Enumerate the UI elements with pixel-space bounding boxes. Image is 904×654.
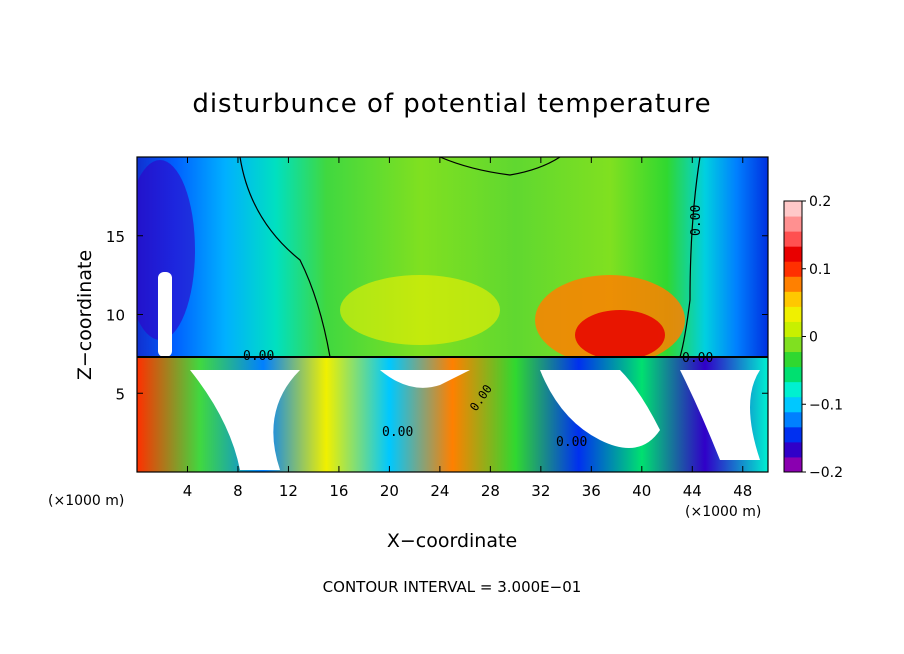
contour-interval-note: CONTOUR INTERVAL = 3.000E−01 — [323, 578, 582, 596]
x-tick-label: 36 — [582, 482, 601, 500]
yellow-region — [340, 275, 500, 345]
y-tick-label: 5 — [115, 385, 125, 403]
colorbar-segment — [784, 366, 802, 383]
colorbar-segment — [784, 231, 802, 247]
x-tick-label: 40 — [632, 482, 651, 500]
white-patch — [540, 370, 660, 448]
colorbar-segment — [784, 246, 802, 262]
contour-label: 0.00 — [556, 435, 587, 450]
colorbar-segment — [784, 396, 802, 413]
colorbar-segment — [784, 381, 802, 398]
colorbar-segment — [784, 276, 802, 292]
warm-anomaly-core — [575, 310, 665, 360]
colorbar-segment — [784, 321, 802, 337]
white-patch — [380, 370, 470, 388]
white-patch — [680, 370, 760, 460]
x-tick-label: 16 — [329, 482, 348, 500]
zero-contour — [439, 157, 561, 176]
colorbar-segment — [784, 306, 802, 322]
contour-label: 0.00 — [682, 351, 713, 366]
zero-contour — [679, 157, 701, 358]
contour-label: 0.00 — [689, 205, 704, 236]
colorbar-segment — [784, 411, 802, 428]
contour-label: 0.00 — [243, 349, 274, 364]
x-tick-label: 28 — [481, 482, 500, 500]
x-tick-label: 24 — [430, 482, 449, 500]
x-unit-label-left: (×1000 m) — [48, 493, 124, 509]
zero-contour — [239, 157, 331, 358]
colorbar-ticks: 0.2 0.1 0 −0.1 −0.2 — [802, 194, 843, 481]
colorbar-segment — [784, 426, 802, 443]
colorbar-segment — [784, 351, 802, 368]
colorbar-segment — [784, 291, 802, 307]
colorbar-tick-label: −0.1 — [809, 397, 843, 413]
colorbar-segment — [784, 201, 802, 217]
x-axis-label: X−coordinate — [387, 530, 517, 552]
x-tick-label: 12 — [279, 482, 298, 500]
y-tick-label: 15 — [106, 228, 125, 246]
colorbar-tick-label: 0.1 — [809, 262, 831, 278]
colorbar-segment — [784, 216, 802, 232]
x-tick-label: 8 — [233, 482, 243, 500]
colorbar-tick-label: 0.2 — [809, 194, 831, 210]
colorbar-segment — [784, 441, 802, 458]
colorbar-tick-label: −0.2 — [809, 465, 843, 481]
y-axis: 5 10 15 — [106, 228, 768, 403]
x-tick-label: 4 — [183, 482, 193, 500]
chart-title: disturbunce of potential temperature — [192, 89, 711, 119]
x-tick-label: 32 — [531, 482, 550, 500]
white-plume — [158, 272, 172, 357]
colorbar-segment — [784, 336, 802, 353]
x-tick-label: 44 — [683, 482, 702, 500]
colorbar-tick-label: 0 — [809, 330, 818, 346]
x-unit-label-right: (×1000 m) — [685, 504, 761, 520]
x-tick-label: 20 — [380, 482, 399, 500]
y-tick-label: 10 — [106, 307, 125, 325]
white-patch — [190, 370, 300, 470]
y-axis-label: Z−coordinate — [74, 250, 96, 380]
plot-area — [137, 157, 768, 472]
colorbar-segment — [784, 456, 802, 473]
colorbar-segment — [784, 261, 802, 277]
contour-label: 0.00 — [382, 425, 413, 440]
cold-anomaly — [137, 160, 195, 340]
x-tick-label: 48 — [733, 482, 752, 500]
colorbar — [783, 200, 803, 473]
x-axis: 4 8 12 16 20 24 28 32 36 40 44 48 — [183, 157, 752, 500]
